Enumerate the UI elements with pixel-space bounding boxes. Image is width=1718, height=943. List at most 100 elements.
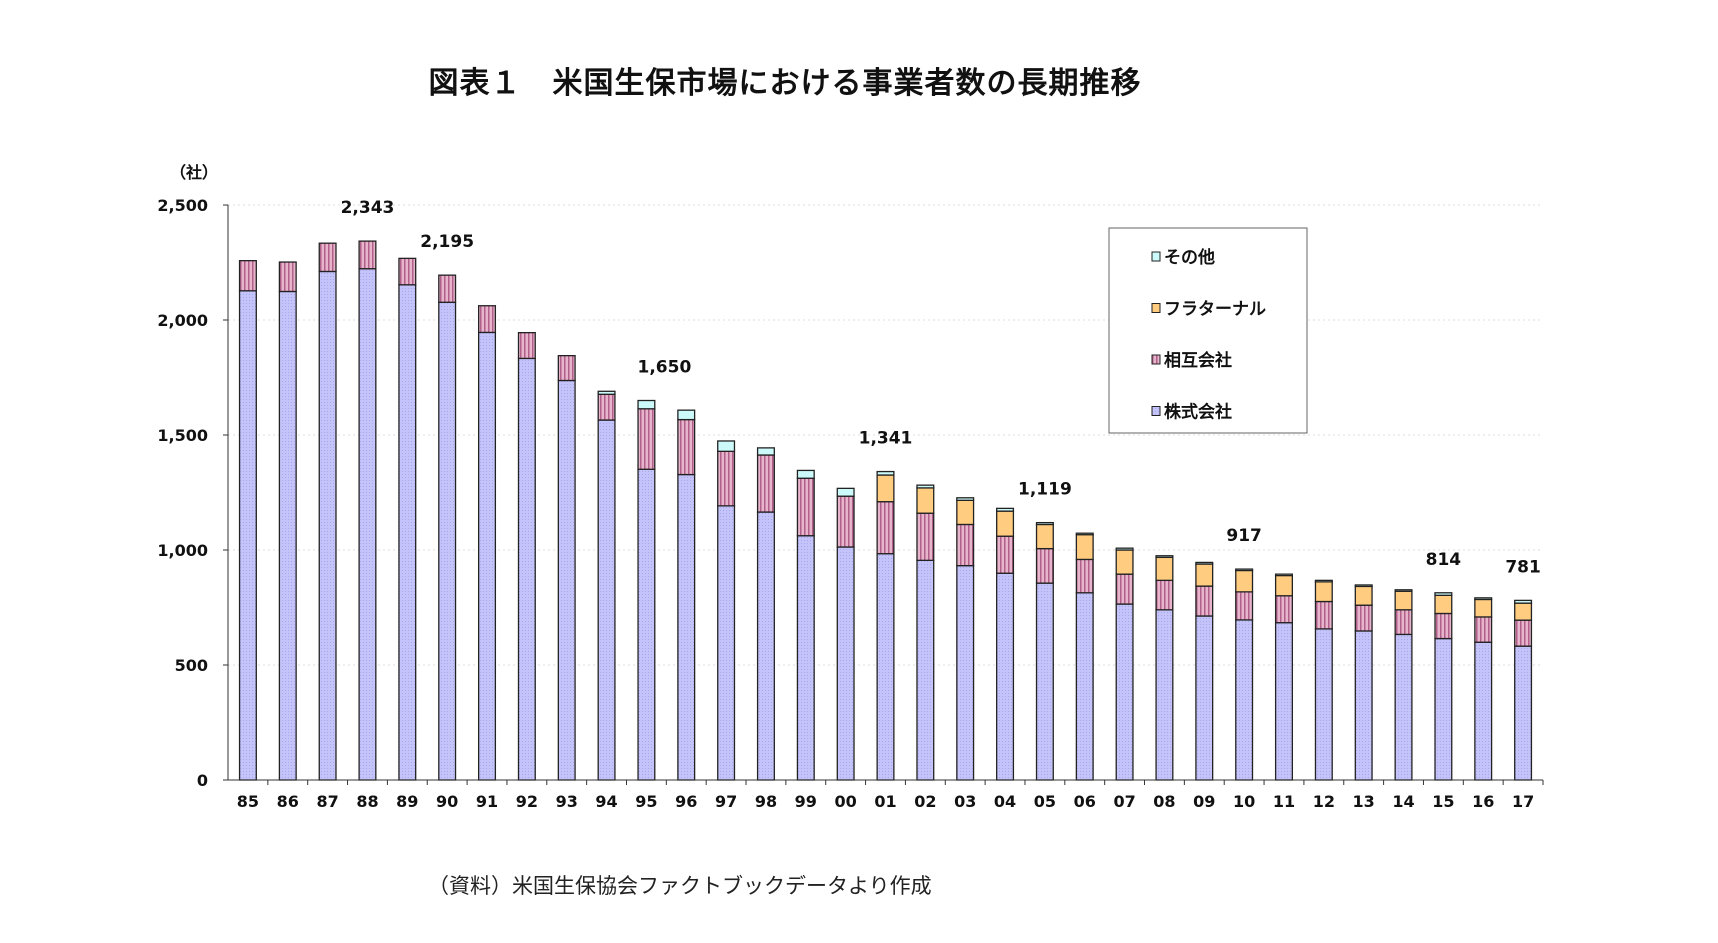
x-tick-label: 89 [396, 792, 418, 811]
bar-segment-0 [1115, 603, 1134, 781]
bar-segment-1 [1035, 547, 1054, 584]
bar-segment-1 [756, 454, 775, 513]
bar-segment-3 [1434, 592, 1453, 596]
bar-segment-1 [1075, 558, 1094, 594]
bar-segment-1 [1195, 585, 1214, 617]
legend-label: 株式会社 [1164, 402, 1232, 423]
bar-segment-1 [278, 261, 297, 293]
x-tick-label: 12 [1313, 792, 1335, 811]
x-tick-label: 03 [954, 792, 976, 811]
chart-title: 図表１ 米国生保市場における事業者数の長期推移 [428, 66, 1142, 101]
x-tick-label: 13 [1353, 792, 1375, 811]
x-tick-label: 10 [1233, 792, 1255, 811]
bar-segment-1 [1314, 600, 1333, 630]
bar-segment-1 [996, 535, 1015, 574]
bar-segment-1 [238, 260, 257, 292]
bar-segment-3 [1155, 555, 1174, 559]
bar-segment-0 [1235, 619, 1254, 781]
x-tick-label: 17 [1512, 792, 1534, 811]
bar-segment-1 [1434, 612, 1453, 640]
bar-segment-1 [1474, 616, 1493, 643]
bar-segment-0 [1434, 637, 1453, 781]
legend-swatch [1151, 303, 1161, 313]
bar-segment-0 [637, 468, 656, 781]
bar-segment-3 [1195, 561, 1214, 565]
y-tick-label: 1,000 [157, 541, 208, 560]
bar-segment-3 [1115, 547, 1134, 551]
bar-segment-0 [1354, 630, 1373, 781]
bar-segment-1 [1354, 604, 1373, 632]
x-tick-label: 97 [715, 792, 737, 811]
bar-segment-3 [1235, 568, 1254, 572]
x-tick-label: 02 [914, 792, 936, 811]
x-tick-label: 11 [1273, 792, 1295, 811]
bar-segment-3 [1035, 521, 1054, 526]
bar-segment-1 [1394, 609, 1413, 636]
bar-segment-3 [956, 497, 975, 501]
x-tick-label: 87 [316, 792, 338, 811]
bar-segment-0 [1314, 628, 1333, 781]
bar-segment-1 [1115, 573, 1134, 605]
x-tick-label: 99 [795, 792, 817, 811]
bar-segment-0 [1035, 582, 1054, 781]
x-tick-label: 06 [1074, 792, 1096, 811]
bar-segment-1 [358, 240, 377, 270]
bar-segment-0 [916, 559, 935, 781]
legend-label: その他 [1164, 247, 1215, 268]
data-label: 1,341 [859, 429, 913, 449]
bar-segment-1 [477, 305, 497, 334]
legend-label: フラターナル [1164, 300, 1266, 320]
data-label: 1,119 [1018, 480, 1072, 500]
data-label: 814 [1426, 550, 1462, 570]
y-axis-unit-label: （社） [170, 163, 218, 182]
bar-segment-2 [956, 499, 975, 526]
data-label: 917 [1226, 526, 1262, 546]
bar-segment-0 [836, 546, 855, 781]
bar-segment-2 [1115, 549, 1134, 575]
bar-segment-2 [1514, 602, 1533, 621]
bar-segment-3 [1354, 584, 1373, 588]
y-tick-label: 500 [175, 656, 208, 675]
bar-segment-3 [876, 470, 895, 476]
bar-segment-1 [876, 501, 895, 555]
bar-segment-0 [956, 564, 975, 781]
bar-segment-1 [637, 408, 656, 470]
bar-segment-0 [1474, 641, 1493, 781]
x-tick-label: 01 [874, 792, 896, 811]
bar-segment-1 [597, 393, 616, 421]
bar-segment-3 [717, 440, 736, 452]
data-label: 781 [1505, 557, 1541, 577]
x-tick-label: 93 [556, 792, 578, 811]
bar-segment-1 [438, 274, 457, 303]
bar-segment-1 [717, 450, 736, 507]
bar-segment-2 [1354, 585, 1373, 606]
bar-segment-1 [796, 477, 815, 537]
bar-segment-0 [438, 301, 457, 781]
bar-segment-3 [996, 507, 1015, 512]
bar-segment-1 [677, 418, 696, 476]
x-tick-label: 92 [516, 792, 538, 811]
bar-segment-0 [677, 473, 696, 781]
bar-segment-0 [1514, 645, 1533, 781]
bar-segment-0 [796, 535, 815, 781]
bar-segment-1 [318, 242, 337, 273]
bar-segment-3 [1314, 579, 1333, 583]
x-tick-label: 16 [1472, 792, 1494, 811]
bar-segment-1 [1274, 595, 1294, 624]
bar-segment-2 [1195, 563, 1214, 587]
bar-segment-0 [238, 290, 257, 781]
bar-segment-2 [1314, 580, 1333, 603]
data-label: 2,195 [420, 232, 474, 252]
bar-segment-0 [717, 505, 736, 781]
bar-segment-0 [318, 270, 337, 781]
bar-segment-1 [1514, 619, 1533, 647]
bar-segment-0 [1075, 592, 1094, 781]
bar-segment-2 [1434, 594, 1453, 615]
bar-segment-3 [916, 484, 935, 489]
bar-segment-2 [1235, 569, 1254, 593]
source-note: （資料）米国生保協会ファクトブックデータより作成 [428, 874, 932, 898]
x-tick-label: 95 [635, 792, 657, 811]
bar-segment-0 [996, 572, 1015, 781]
bar-segment-3 [836, 487, 855, 497]
bar-segment-1 [1155, 579, 1174, 611]
